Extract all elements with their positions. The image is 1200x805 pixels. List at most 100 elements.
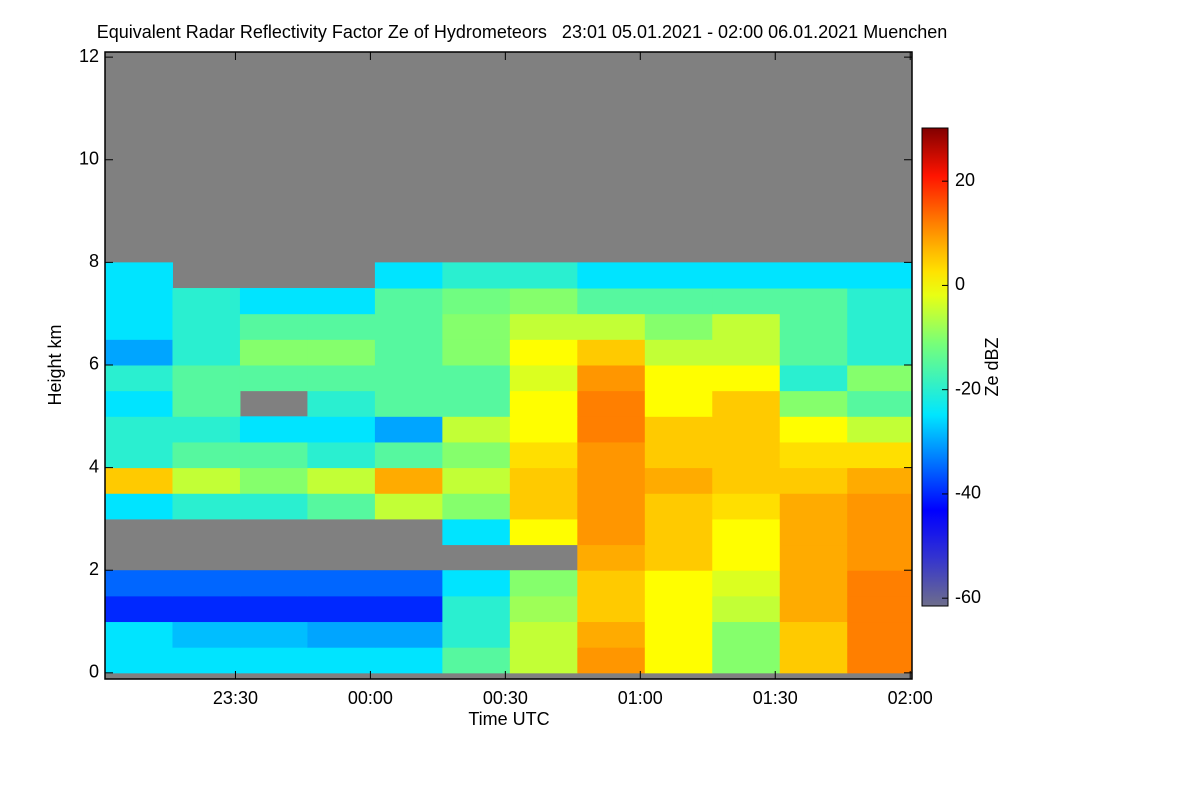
x-tick-label: 23:30: [213, 688, 258, 708]
heatmap-cell: [105, 467, 173, 494]
heatmap-cell: [442, 621, 511, 648]
heatmap-cell: [577, 595, 646, 623]
heatmap-cell: [712, 441, 781, 469]
heatmap-cell: [239, 493, 308, 520]
colorbar-label: Ze dBZ: [982, 337, 1002, 396]
heatmap-cell: [577, 544, 646, 571]
heatmap-cell: [847, 416, 912, 443]
heatmap-cell: [644, 544, 713, 571]
heatmap-cell: [442, 262, 511, 289]
heatmap-cell: [712, 467, 781, 494]
heatmap-cell: [239, 570, 308, 597]
heatmap-cell: [644, 262, 713, 289]
heatmap-cell: [509, 647, 578, 674]
heatmap-cell: [577, 518, 646, 546]
x-axis-label: Time UTC: [468, 709, 549, 729]
heatmap-cell: [239, 621, 308, 648]
heatmap-cell: [442, 390, 511, 417]
heatmap-cell: [509, 390, 578, 417]
heatmap-cell: [509, 518, 578, 546]
heatmap-cell: [374, 364, 443, 392]
heatmap-cell: [442, 339, 511, 366]
heatmap-cell: [847, 313, 912, 340]
heatmap-cell: [644, 467, 713, 494]
heatmap-cell: [779, 313, 848, 340]
heatmap-cell: [644, 364, 713, 392]
heatmap-cell: [847, 390, 912, 417]
heatmap-cell: [847, 544, 912, 571]
heatmap-cell: [847, 262, 912, 289]
heatmap-cell: [105, 390, 173, 417]
heatmap-cell: [442, 416, 511, 443]
heatmap-cell: [847, 647, 912, 674]
heatmap-cell: [644, 288, 713, 315]
heatmap-cell: [307, 416, 376, 443]
heatmap-cell: [779, 493, 848, 520]
heatmap-cell: [105, 647, 173, 674]
heatmap-cell: [847, 518, 912, 546]
heatmap-cell: [172, 339, 241, 366]
heatmap-cell: [577, 262, 646, 289]
heatmap-cell: [847, 288, 912, 315]
heatmap-cell: [712, 570, 781, 597]
heatmap-cell: [847, 364, 912, 392]
heatmap-cell: [712, 390, 781, 417]
heatmap-cell: [374, 262, 443, 289]
heatmap-cell: [105, 288, 173, 315]
heatmap-cell: [239, 416, 308, 443]
heatmap-cell: [779, 595, 848, 623]
y-tick-label: 4: [89, 456, 99, 476]
heatmap-cell: [374, 595, 443, 623]
heatmap-cell: [779, 544, 848, 571]
heatmap-cell: [712, 416, 781, 443]
heatmap-cell: [172, 441, 241, 469]
heatmap-cell: [374, 570, 443, 597]
heatmap-cell: [509, 288, 578, 315]
heatmap-cell: [374, 339, 443, 366]
heatmap-cell: [644, 313, 713, 340]
heatmap-cell: [509, 262, 578, 289]
heatmap-cell: [779, 339, 848, 366]
heatmap-cell: [712, 493, 781, 520]
heatmap-cell: [172, 313, 241, 340]
heatmap-cell: [105, 416, 173, 443]
y-tick-label: 10: [79, 148, 99, 168]
heatmap-cell: [442, 518, 511, 546]
heatmap-cell: [307, 493, 376, 520]
x-tick-label: 01:30: [753, 688, 798, 708]
heatmap-cell: [172, 364, 241, 392]
heatmap-cell: [509, 570, 578, 597]
heatmap-cell: [847, 595, 912, 623]
y-tick-label: 0: [89, 662, 99, 682]
heatmap-cell: [644, 518, 713, 546]
heatmap-cell: [239, 288, 308, 315]
heatmap-cell: [442, 647, 511, 674]
heatmap-cell: [172, 595, 241, 623]
heatmap-cell: [644, 441, 713, 469]
heatmap-cell: [509, 467, 578, 494]
heatmap-cell: [172, 390, 241, 417]
heatmap-cell: [239, 313, 308, 340]
heatmap-cell: [577, 467, 646, 494]
heatmap-cell: [644, 416, 713, 443]
heatmap-cell: [644, 647, 713, 674]
heatmap-cell: [374, 647, 443, 674]
heatmap-cell: [442, 570, 511, 597]
heatmap-cell: [307, 390, 376, 417]
heatmap-cell: [712, 339, 781, 366]
heatmap-cell: [239, 364, 308, 392]
chart-title: Equivalent Radar Reflectivity Factor Ze …: [97, 22, 948, 42]
heatmap-cell: [307, 364, 376, 392]
heatmap-cell: [644, 390, 713, 417]
y-axis-label: Height km: [45, 324, 65, 405]
heatmap-cell: [509, 313, 578, 340]
heatmap-cell: [307, 288, 376, 315]
heatmap-cell: [442, 467, 511, 494]
y-tick-label: 12: [79, 46, 99, 66]
heatmap-cell: [307, 313, 376, 340]
heatmap-cell: [509, 595, 578, 623]
x-tick-label: 00:30: [483, 688, 528, 708]
heatmap-cell: [577, 288, 646, 315]
heatmap-cell: [172, 570, 241, 597]
